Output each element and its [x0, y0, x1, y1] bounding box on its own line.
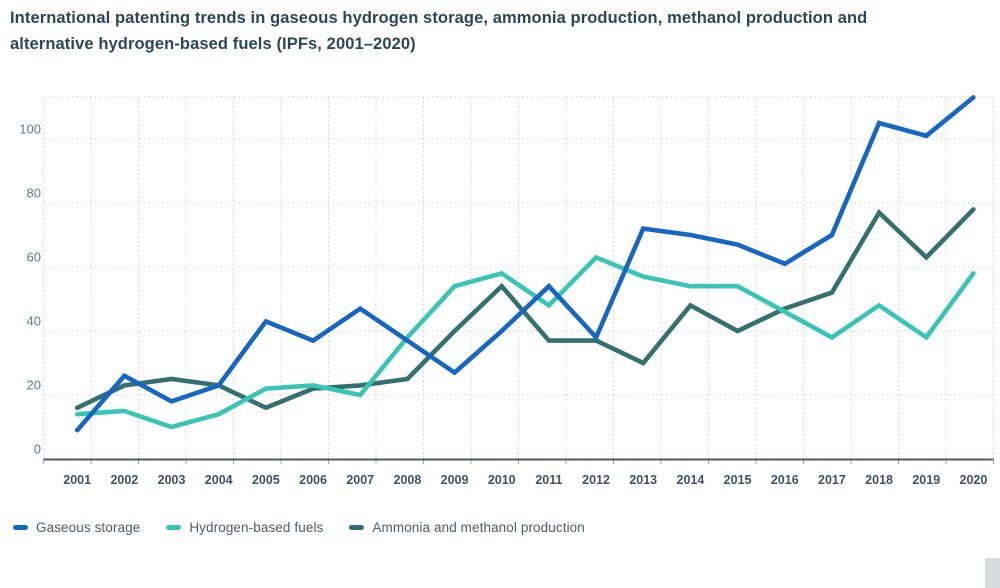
y-tick-label: 20 [27, 378, 41, 393]
x-tick-label: 2019 [912, 473, 940, 487]
legend-swatch-ammonia-methanol [349, 525, 365, 530]
x-tick-label: 2016 [771, 473, 799, 487]
y-tick-label: 60 [27, 250, 41, 265]
x-tick-label: 2009 [441, 473, 469, 487]
x-tick-label: 2015 [724, 473, 752, 487]
x-tick-label: 2013 [629, 473, 657, 487]
x-tick-label: 2003 [158, 473, 186, 487]
chart-title: International patenting trends in gaseou… [10, 5, 970, 57]
series-line-hydrogen-based-fuels [74, 254, 976, 430]
x-tick-label: 2020 [960, 473, 988, 487]
x-tick-label: 2014 [677, 473, 705, 487]
x-tick-label: 2018 [865, 473, 893, 487]
x-tick-label: 2007 [346, 473, 374, 487]
y-tick-label: 0 [34, 442, 41, 457]
chart-legend: Gaseous storage Hydrogen-based fuels Amm… [13, 520, 585, 535]
x-tick-label: 2006 [299, 473, 327, 487]
x-tick-label: 2002 [110, 473, 138, 487]
y-tick-label: 40 [27, 314, 41, 329]
x-tick-label: 2017 [818, 473, 846, 487]
legend-label-hydrogen-based-fuels: Hydrogen-based fuels [189, 520, 324, 535]
chart-title-line2: alternative hydrogen-based fuels (IPFs, … [10, 35, 416, 53]
scroll-corner [985, 558, 1000, 588]
legend-swatch-gaseous-storage [13, 525, 28, 530]
chart-title-line1: International patenting trends in gaseou… [10, 9, 868, 27]
x-tick-label: 2008 [393, 473, 421, 487]
series-line-ammonia-and-methanol-production [74, 207, 976, 411]
x-tick-label: 2010 [488, 473, 516, 487]
legend-item-hydrogen-based-fuels: Hydrogen-based fuels [166, 520, 323, 535]
x-tick-label: 2001 [63, 473, 91, 487]
legend-label-gaseous-storage: Gaseous storage [36, 520, 141, 535]
legend-swatch-hydrogen-based-fuels [166, 525, 182, 530]
x-tick-label: 2012 [582, 473, 610, 487]
y-tick-label: 100 [19, 122, 41, 137]
legend-item-ammonia-methanol: Ammonia and methanol production [349, 520, 585, 535]
y-tick-label: 80 [27, 186, 41, 201]
legend-item-gaseous-storage: Gaseous storage [13, 520, 140, 535]
x-tick-label: 2004 [205, 473, 233, 487]
legend-label-ammonia-methanol: Ammonia and methanol production [372, 520, 585, 535]
x-tick-label: 2011 [535, 473, 562, 487]
x-tick-label: 2005 [252, 473, 280, 487]
series-line-gaseous-storage [74, 95, 976, 433]
line-chart: 0 20 40 60 80 100 2001 2002 2003 2004 2005 2006 2007… [19, 95, 994, 487]
